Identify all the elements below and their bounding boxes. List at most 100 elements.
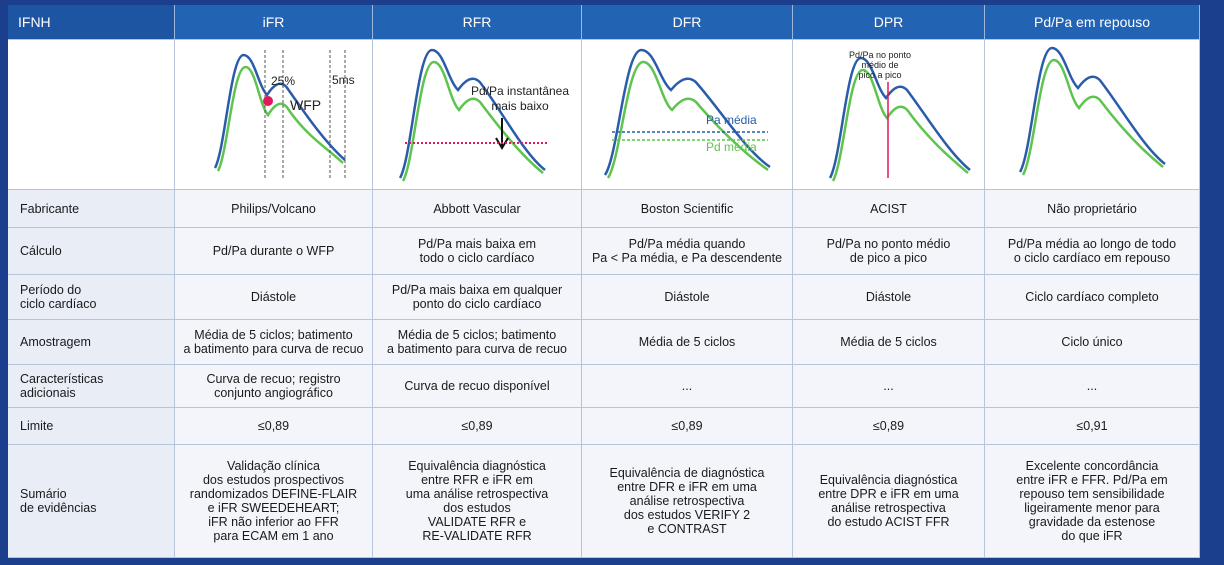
cell-line: Curva de recuo; registro [206,372,341,386]
row-label: Características adicionais [8,365,175,408]
cell-line: ... [681,379,693,393]
table-cell: ≤0,89 [373,408,582,445]
label-line: Fabricante [20,201,80,216]
cell-line: e iFR SWEEDEHEART; [207,501,340,515]
table-cell: Curva de recuo; registro conjunto angiogr… [175,365,373,408]
table-cell: ≤0,89 [582,408,793,445]
table-cell: Pd/Pa mais baixa em qualquer ponto do cic… [373,275,582,320]
cell-line: Média de 5 ciclos [638,335,736,349]
table-cell: ... [793,365,985,408]
header-text: RFR [462,14,492,30]
cell-line: dos estudos [443,501,511,515]
cell-line: ... [1086,379,1098,393]
table-cell: Média de 5 ciclos [793,320,985,365]
table-cell: Não proprietário [985,190,1200,228]
table-cell: Philips/Volcano [175,190,373,228]
cell-line: Boston Scientific [640,201,734,216]
row-label: Fabricante [8,190,175,228]
cell-line: ... [883,379,894,393]
table-cell: Média de 5 ciclos [582,320,793,365]
cell-line: Diástole [250,290,297,304]
cell-line: Pa < Pa média, e Pa descendente [591,251,783,265]
cell-line: Pd/Pa durante o WFP [212,244,335,258]
table-cell: ... [582,365,793,408]
cell-line: dos estudos prospectivos [202,473,345,487]
table-cell: ≤0,89 [793,408,985,445]
header-cell: IFNH [8,5,175,40]
cell-line: VALIDATE RFR e [427,515,527,529]
label-line: de evidências [20,501,97,515]
table-cell: Ciclo único [985,320,1200,365]
label-line: Sumário [20,487,67,501]
cell-line: Diástole [664,290,710,304]
cell-line: Curva de recuo disponível [404,379,550,393]
figure-cell [985,40,1200,190]
header-cell: RFR [373,5,582,40]
label-line: Período do [20,283,82,297]
table-cell: Equivalência de diagnóstica entre DFR e i… [582,445,793,558]
label-line: Limite [20,419,54,433]
cell-line: Abbott Vascular [433,201,521,216]
table-cell: ACIST [793,190,985,228]
cell-line: Equivalência de diagnóstica [609,466,765,480]
table-cell: Diástole [175,275,373,320]
cell-line: Pd/Pa no ponto médio [826,237,951,251]
row-label: Sumário de evidências [8,445,175,558]
label-line: Cálculo [20,244,62,258]
comparison-table: IFNH iFR RFR DFR DPR Pd/Pa em repouso Fabrican… [8,5,1200,558]
cell-line: Pd/Pa média ao longo de todo [1007,237,1177,251]
header-cell: iFR [175,5,373,40]
table-cell: Média de 5 ciclos; batimento a batimento … [175,320,373,365]
table-cell: Pd/Pa mais baixa em todo o ciclo cardíaco [373,228,582,275]
table-cell: Equivalência diagnóstica entre DPR e iFR … [793,445,985,558]
table-cell: Ciclo cardíaco completo [985,275,1200,320]
cell-line: o ciclo cardíaco em repouso [1013,251,1171,265]
cell-line: Diástole [865,290,912,304]
cell-line: ACIST [870,201,907,216]
label-line: adicionais [20,386,76,400]
cell-line: entre DFR e iFR em uma [617,480,757,494]
cell-line: RE-VALIDATE RFR [422,529,532,543]
cell-line: Média de 5 ciclos; batimento [397,328,557,342]
cell-line: Philips/Volcano [231,201,316,216]
table-cell: ≤0,91 [985,408,1200,445]
cell-line: Equivalência diagnóstica [819,473,958,487]
label-line: ciclo cardíaco [20,297,97,311]
cell-line: ≤0,89 [461,419,493,433]
row-label: Período do ciclo cardíaco [8,275,175,320]
cell-line: Média de 5 ciclos; batimento [194,328,353,342]
cell-line: Pd/Pa média quando [628,237,746,251]
cell-line: conjunto angiográfico [214,386,333,400]
header-cell: DPR [793,5,985,40]
table-cell: Pd/Pa durante o WFP [175,228,373,275]
label-line: Características [20,372,104,386]
header-text: DFR [672,14,702,30]
table-cell: Excelente concordância entre iFR e FFR. P… [985,445,1200,558]
figure-cell [373,40,582,190]
header-cell: Pd/Pa em repouso [985,5,1200,40]
header-text: Pd/Pa em repouso [1034,14,1150,30]
cell-line: iFR não inferior ao FFR [208,515,339,529]
cell-line: Não proprietário [1047,201,1137,216]
cell-line: uma análise retrospectiva [405,487,549,501]
cell-line: do que iFR [1061,529,1123,543]
table-cell: Pd/Pa no ponto médio de pico a pico [793,228,985,275]
figure-cell [8,40,175,190]
table-cell: Diástole [582,275,793,320]
table-cell: Boston Scientific [582,190,793,228]
cell-line: entre iFR e FFR. Pd/Pa em [1016,473,1168,487]
header-text: IFNH [18,14,51,30]
table-cell: Média de 5 ciclos; batimento a batimento … [373,320,582,365]
figure-cell [793,40,985,190]
cell-line: de pico a pico [849,251,928,265]
cell-line: repouso tem sensibilidade [1019,487,1165,501]
cell-line: Excelente concordância [1025,459,1159,473]
table-cell: Validação clínica dos estudos prospectivo… [175,445,373,558]
table-cell: Diástole [793,275,985,320]
header-text: iFR [262,14,285,30]
row-label: Amostragem [8,320,175,365]
cell-line: Ciclo cardíaco completo [1025,290,1159,304]
cell-line: Equivalência diagnóstica [408,459,546,473]
cell-line: e CONTRAST [647,522,727,536]
